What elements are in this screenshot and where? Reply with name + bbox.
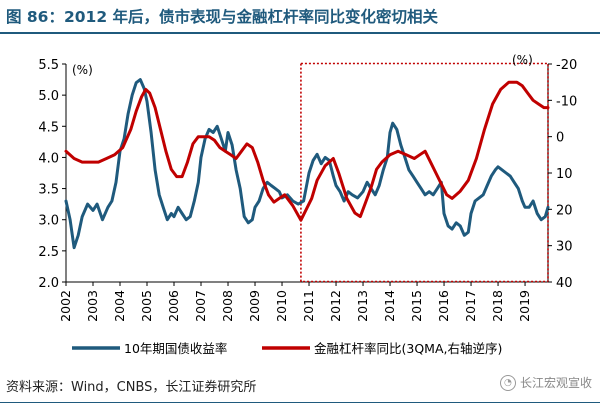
legend-label-blue: 10年期国债收益率 [124, 341, 227, 356]
x-tick-label: 2011 [301, 290, 316, 322]
x-tick-label: 2003 [85, 290, 100, 322]
series-group [64, 78, 550, 250]
series-line-bond-yield [64, 78, 550, 250]
bottom-rule [0, 402, 600, 403]
left-tick-label: 4.5 [38, 120, 59, 135]
right-tick-label: 20 [556, 203, 573, 218]
left-axis: 2.0 2.5 3.0 3.5 4.0 4.5 5.0 5.5 [38, 58, 66, 291]
right-tick-label: 40 [556, 276, 573, 291]
wechat-icon: ◔ [499, 374, 516, 391]
right-axis: -20 -10 0 10 20 30 40 [548, 58, 577, 291]
watermark-text: 长江宏观宣收 [519, 376, 592, 390]
right-tick-label: 0 [556, 131, 564, 146]
x-tick-label: 2013 [355, 290, 370, 322]
x-tick-label: 2019 [517, 290, 532, 322]
left-tick-label: 3.0 [38, 214, 59, 229]
right-tick-label: -20 [556, 58, 577, 73]
left-unit-label: (%) [72, 63, 93, 77]
x-tick-label: 2012 [328, 290, 343, 322]
x-axis: 2002 2003 2004 2005 2006 2007 2008 2009 2010 2011… [58, 282, 532, 322]
watermark: ◔ 长江宏观宣收 [499, 374, 592, 391]
x-tick-label: 2009 [247, 290, 262, 322]
x-tick-label: 2006 [166, 290, 181, 322]
source-note: 资料来源：Wind，CNBS，长江证券研究所 [6, 380, 257, 395]
x-tick-label: 2010 [274, 290, 289, 322]
x-tick-label: 2014 [382, 290, 397, 322]
plot-frame [65, 64, 549, 283]
x-tick-label: 2017 [463, 290, 478, 322]
x-tick-label: 2016 [436, 290, 451, 322]
right-tick-label: 10 [556, 167, 573, 182]
x-tick-label: 2005 [139, 290, 154, 322]
legend: 10年期国债收益率 金融杠杆率同比(3QMA,右轴逆序) [72, 341, 502, 356]
line-chart: 2.0 2.5 3.0 3.5 4.0 4.5 5.0 5.5 -20 -10 0 10 20 30 40… [38, 53, 577, 356]
x-tick-label: 2018 [490, 290, 505, 322]
series-line-financial-leverage [64, 80, 550, 222]
right-unit-label: (%) [512, 53, 533, 67]
x-tick-label: 2007 [193, 290, 208, 322]
x-tick-label: 2015 [409, 290, 424, 322]
x-tick-label: 2008 [220, 290, 235, 322]
left-tick-label: 3.5 [38, 183, 59, 198]
figure-title: 图 86：2012 年后，债市表现与金融杠杆率同比变化密切相关 [6, 8, 439, 26]
legend-label-red: 金融杠杆率同比(3QMA,右轴逆序) [314, 341, 502, 356]
left-tick-label: 2.0 [38, 276, 59, 291]
x-tick-label: 2002 [58, 290, 73, 322]
title-rule [0, 32, 600, 34]
x-tick-label: 2004 [112, 290, 127, 322]
left-tick-label: 5.0 [38, 89, 59, 104]
right-tick-label: -10 [556, 94, 577, 109]
left-tick-label: 4.0 [38, 151, 59, 166]
left-tick-label: 5.5 [38, 58, 59, 73]
left-tick-label: 2.5 [38, 245, 59, 260]
right-tick-label: 30 [556, 240, 573, 255]
